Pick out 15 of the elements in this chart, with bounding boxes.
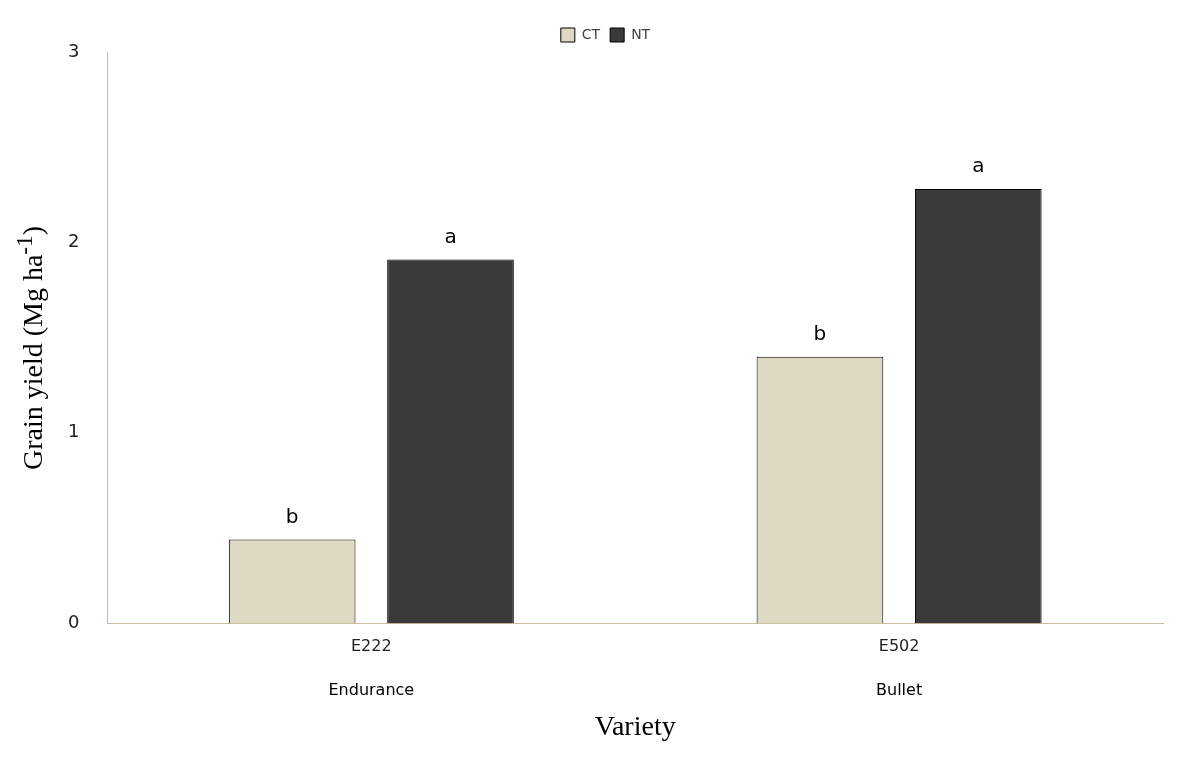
x-tick-label: E502 xyxy=(878,635,920,655)
data-label: b xyxy=(813,320,827,345)
legend-label: CT xyxy=(581,25,601,42)
text: Bullet xyxy=(876,680,923,700)
y-tick-label: 2 xyxy=(68,230,80,252)
data-label: a xyxy=(444,223,457,248)
y-tick-label: 1 xyxy=(68,420,80,442)
legend-label: NT xyxy=(631,25,651,42)
text: Endurance xyxy=(328,680,415,700)
x-tick-label: E222 xyxy=(351,635,392,655)
data-label: a xyxy=(972,153,985,178)
y-tick-label: 0 xyxy=(68,610,80,632)
x-axis-title: Variety xyxy=(594,709,676,741)
data-label: b xyxy=(285,503,299,528)
y-tick-label: 3 xyxy=(68,39,80,61)
